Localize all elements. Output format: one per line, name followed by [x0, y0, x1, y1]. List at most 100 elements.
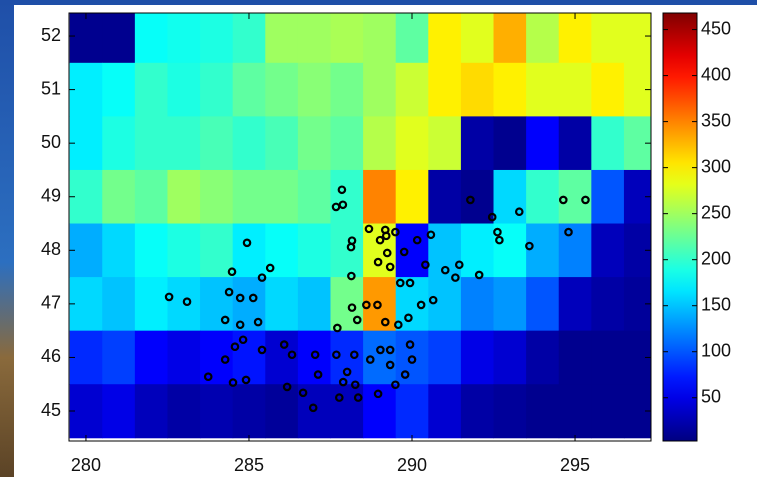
station-marker [228, 378, 238, 387]
station-marker [514, 207, 524, 217]
heatmap-cell [265, 223, 299, 278]
station-marker [404, 313, 413, 323]
y-tick-label: 48 [41, 239, 61, 259]
station-marker [495, 235, 504, 245]
heatmap-cell [232, 384, 266, 439]
heatmap-cell [69, 62, 103, 117]
heatmap-cell [591, 330, 625, 385]
heatmap-cell [330, 13, 364, 64]
station-marker [203, 372, 213, 382]
heatmap-cell [330, 116, 364, 171]
heatmap-cell [167, 62, 201, 117]
heatmap-cell [558, 13, 592, 64]
heatmap-cell [167, 169, 201, 225]
heatmap-cell [363, 116, 397, 171]
station-marker [395, 278, 405, 288]
heatmap-cell [232, 116, 266, 171]
heatmap-cell [460, 223, 495, 278]
station-marker [347, 303, 357, 312]
heatmap-cell [428, 384, 462, 439]
heatmap-cell [493, 116, 527, 171]
heatmap-cell [297, 13, 331, 64]
station-marker [373, 300, 382, 310]
heatmap-cell [330, 223, 364, 278]
x-tick-label: 290 [397, 455, 427, 475]
heatmap-cell [200, 116, 234, 171]
heatmap-cell [200, 169, 234, 225]
station-marker [257, 273, 267, 282]
heatmap-cell [493, 223, 527, 278]
station-marker [412, 235, 422, 245]
station-marker [391, 227, 400, 237]
heatmap-cell [232, 13, 266, 64]
colorbar-tick-label: 300 [701, 156, 731, 176]
heatmap-cell [493, 277, 527, 332]
station-marker [298, 388, 308, 398]
station-marker [375, 235, 385, 245]
station-marker [287, 350, 297, 360]
heatmap-cell [460, 13, 495, 64]
colorbar-tick-label: 200 [701, 248, 731, 268]
heatmap-cell [265, 13, 299, 64]
station-marker [376, 345, 385, 355]
station-marker [407, 355, 417, 364]
station-marker [394, 320, 403, 330]
station-marker [235, 293, 245, 303]
heatmap-cell [558, 330, 592, 385]
station-marker [338, 377, 348, 387]
heatmap-cell [69, 330, 103, 385]
heatmap-cell [134, 223, 168, 278]
heatmap-cell [526, 13, 560, 64]
station-marker [342, 367, 352, 377]
station-marker [352, 315, 362, 325]
heatmap-cell [69, 13, 103, 64]
heatmap-cell [167, 13, 201, 64]
heatmap-cell [395, 384, 429, 439]
heatmap-cell [330, 169, 364, 225]
station-marker [308, 403, 318, 413]
heatmap-cell [428, 116, 462, 171]
y-tick-label: 50 [41, 132, 61, 152]
station-marker [385, 345, 395, 355]
heatmap-cell [526, 330, 560, 385]
station-marker [257, 345, 267, 355]
station-marker [238, 335, 248, 345]
heatmap-cell [395, 116, 429, 171]
heatmap-cell [265, 62, 299, 117]
station-marker [426, 230, 436, 240]
heatmap-cell [232, 169, 266, 225]
heatmap-cell [526, 116, 560, 171]
heatmap-cell [265, 277, 299, 332]
heatmap-cell [102, 277, 136, 332]
colorbar-tick-label: 150 [701, 294, 731, 314]
station-marker [382, 248, 392, 258]
heatmap-cell [297, 62, 331, 117]
heatmap-cell [232, 330, 266, 385]
station-marker [349, 350, 359, 360]
heatmap-cell [591, 116, 625, 171]
heatmap-cell [102, 169, 136, 225]
station-marker [405, 278, 415, 288]
heatmap-cell [493, 169, 527, 225]
station-marker [310, 350, 320, 360]
heatmap-cell [428, 169, 462, 225]
heatmap-cell [460, 62, 495, 117]
heatmap-cell [591, 169, 625, 225]
station-marker [353, 393, 363, 402]
heatmap-cell [297, 223, 331, 278]
heatmap-cell [102, 384, 136, 439]
heatmap-cell [69, 384, 103, 439]
heatmap-cell [460, 384, 495, 439]
heatmap-cell [134, 13, 168, 64]
heatmap-cell [102, 223, 136, 278]
station-marker [350, 380, 360, 390]
heatmap-cell [558, 223, 592, 278]
station-marker [400, 370, 410, 379]
heatmap-cell [167, 116, 201, 171]
heatmap-cell [395, 13, 429, 64]
station-marker [230, 342, 240, 352]
heatmap-cell [526, 384, 560, 439]
heatmap-cell [526, 169, 560, 225]
y-tick-label: 52 [41, 25, 61, 45]
station-marker [454, 260, 464, 270]
